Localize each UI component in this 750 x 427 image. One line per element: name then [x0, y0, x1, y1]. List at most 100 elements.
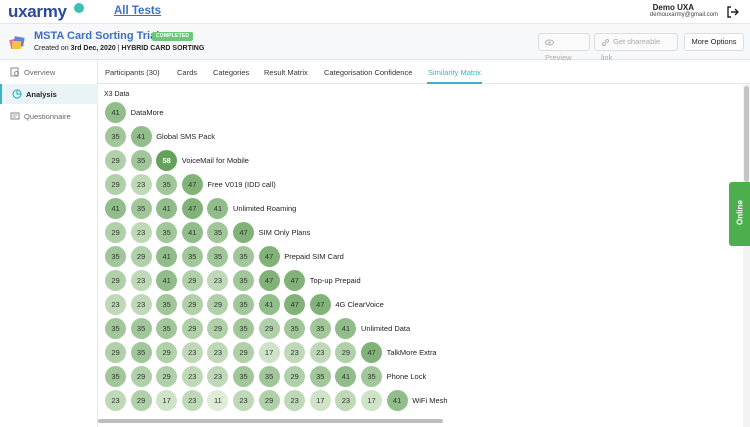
horizontal-scrollbar[interactable] — [98, 419, 443, 423]
matrix-cell[interactable]: 47 — [258, 246, 280, 267]
matrix-cell[interactable]: 41 — [181, 222, 203, 243]
matrix-cell[interactable]: 29 — [181, 270, 203, 291]
matrix-cell[interactable]: 41 — [335, 318, 357, 339]
matrix-cell[interactable]: 23 — [309, 342, 331, 363]
matrix-cell[interactable]: 35 — [361, 366, 382, 387]
matrix-cell[interactable]: 35 — [233, 294, 254, 315]
tab-categories[interactable]: Categories — [213, 68, 250, 77]
matrix-cell[interactable]: 29 — [207, 294, 229, 315]
matrix-cell[interactable]: 29 — [181, 318, 203, 339]
matrix-cell[interactable]: 23 — [284, 390, 306, 411]
matrix-cell[interactable]: 41 — [207, 198, 229, 219]
matrix-cell[interactable]: 23 — [207, 366, 229, 387]
matrix-cell[interactable]: 17 — [258, 342, 280, 363]
matrix-cell[interactable]: 35 — [130, 198, 152, 219]
vertical-scrollbar[interactable] — [744, 86, 749, 182]
all-tests-link[interactable]: All Tests — [114, 5, 162, 17]
matrix-cell[interactable]: 41 — [335, 366, 357, 387]
uxarmy-logo[interactable]: uxarmy — [8, 2, 67, 21]
matrix-cell[interactable]: 29 — [105, 174, 126, 195]
matrix-cell[interactable]: 23 — [181, 342, 203, 363]
matrix-cell[interactable]: 35 — [233, 318, 254, 339]
tab-cards[interactable]: Cards — [177, 68, 198, 77]
matrix-cell[interactable]: 47 — [181, 174, 203, 195]
matrix-cell[interactable]: 47 — [284, 294, 306, 315]
matrix-cell[interactable]: 35 — [156, 294, 178, 315]
matrix-cell[interactable]: 47 — [309, 294, 331, 315]
matrix-cell[interactable]: 47 — [284, 270, 306, 291]
matrix-cell[interactable]: 23 — [130, 222, 152, 243]
matrix-cell[interactable]: 29 — [156, 342, 178, 363]
sidebar-item-questionnaire[interactable]: Questionnaire — [0, 106, 98, 126]
matrix-cell[interactable]: 35 — [105, 246, 126, 267]
matrix-cell[interactable]: 35 — [105, 366, 126, 387]
matrix-cell[interactable]: 41 — [156, 270, 178, 291]
matrix-cell[interactable]: 17 — [156, 390, 178, 411]
vertical-scrollbar-track[interactable] — [743, 84, 750, 427]
matrix-cell[interactable]: 35 — [156, 222, 178, 243]
matrix-cell[interactable]: 35 — [207, 222, 229, 243]
matrix-cell[interactable]: 47 — [181, 198, 203, 219]
matrix-cell[interactable]: 35 — [105, 318, 126, 339]
matrix-cell[interactable]: 35 — [258, 366, 280, 387]
matrix-cell[interactable]: 41 — [156, 246, 178, 267]
preview-button[interactable]: Preview — [538, 33, 590, 62]
matrix-cell[interactable]: 35 — [105, 126, 126, 147]
matrix-cell[interactable]: 23 — [181, 366, 203, 387]
tab-participants[interactable]: Participants (30) — [105, 68, 160, 77]
matrix-cell[interactable]: 23 — [181, 390, 203, 411]
matrix-cell[interactable]: 17 — [309, 390, 331, 411]
matrix-cell[interactable]: 41 — [258, 294, 280, 315]
matrix-cell[interactable]: 29 — [105, 150, 126, 171]
matrix-cell[interactable]: 23 — [130, 270, 152, 291]
matrix-cell[interactable]: 23 — [207, 342, 229, 363]
matrix-cell[interactable]: 11 — [207, 390, 229, 411]
share-link-button[interactable]: Get shareable link — [594, 33, 678, 62]
matrix-cell[interactable]: 29 — [130, 246, 152, 267]
matrix-cell[interactable]: 29 — [130, 390, 152, 411]
matrix-cell[interactable]: 47 — [258, 270, 280, 291]
tab-categorisation-confidence[interactable]: Categorisation Confidence — [324, 68, 413, 77]
sidebar-item-overview[interactable]: Overview — [0, 62, 98, 82]
matrix-cell[interactable]: 17 — [361, 390, 382, 411]
matrix-cell[interactable]: 29 — [181, 294, 203, 315]
matrix-cell[interactable]: 23 — [335, 390, 357, 411]
matrix-cell[interactable]: 23 — [130, 294, 152, 315]
matrix-cell[interactable]: 35 — [207, 246, 229, 267]
matrix-cell[interactable]: 23 — [105, 294, 126, 315]
matrix-cell[interactable]: 29 — [258, 390, 280, 411]
matrix-cell[interactable]: 23 — [105, 390, 126, 411]
matrix-cell[interactable]: 35 — [309, 318, 331, 339]
matrix-cell[interactable]: 35 — [130, 318, 152, 339]
sidebar-item-analysis[interactable]: Analysis — [0, 84, 98, 104]
matrix-cell[interactable]: 35 — [156, 318, 178, 339]
matrix-cell[interactable]: 29 — [335, 342, 357, 363]
matrix-cell[interactable]: 23 — [284, 342, 306, 363]
matrix-cell[interactable]: 35 — [130, 342, 152, 363]
matrix-cell[interactable]: 29 — [105, 342, 126, 363]
matrix-cell[interactable]: 41 — [386, 390, 408, 411]
online-tab[interactable]: Online — [729, 182, 750, 246]
logout-icon[interactable] — [726, 5, 740, 19]
matrix-cell[interactable]: 29 — [284, 366, 306, 387]
matrix-cell[interactable]: 47 — [361, 342, 382, 363]
matrix-cell[interactable]: 29 — [156, 366, 178, 387]
matrix-cell[interactable]: 35 — [181, 246, 203, 267]
matrix-cell[interactable]: 35 — [233, 270, 254, 291]
matrix-cell[interactable]: 35 — [309, 366, 331, 387]
matrix-cell[interactable]: 29 — [207, 318, 229, 339]
matrix-cell[interactable]: 41 — [105, 198, 126, 219]
matrix-cell[interactable]: 41 — [156, 198, 178, 219]
matrix-cell[interactable]: 35 — [233, 246, 254, 267]
matrix-cell[interactable]: 29 — [233, 342, 254, 363]
matrix-cell[interactable]: 35 — [284, 318, 306, 339]
matrix-cell[interactable]: 29 — [105, 222, 126, 243]
matrix-cell[interactable]: 29 — [105, 270, 126, 291]
matrix-cell[interactable]: 23 — [130, 174, 152, 195]
matrix-cell[interactable]: 35 — [130, 150, 152, 171]
more-options-button[interactable]: More Options — [684, 33, 744, 51]
matrix-cell[interactable]: 41 — [130, 126, 152, 147]
matrix-cell[interactable]: 41 — [105, 102, 126, 123]
matrix-cell[interactable]: 47 — [233, 222, 254, 243]
matrix-cell[interactable]: 23 — [233, 390, 254, 411]
